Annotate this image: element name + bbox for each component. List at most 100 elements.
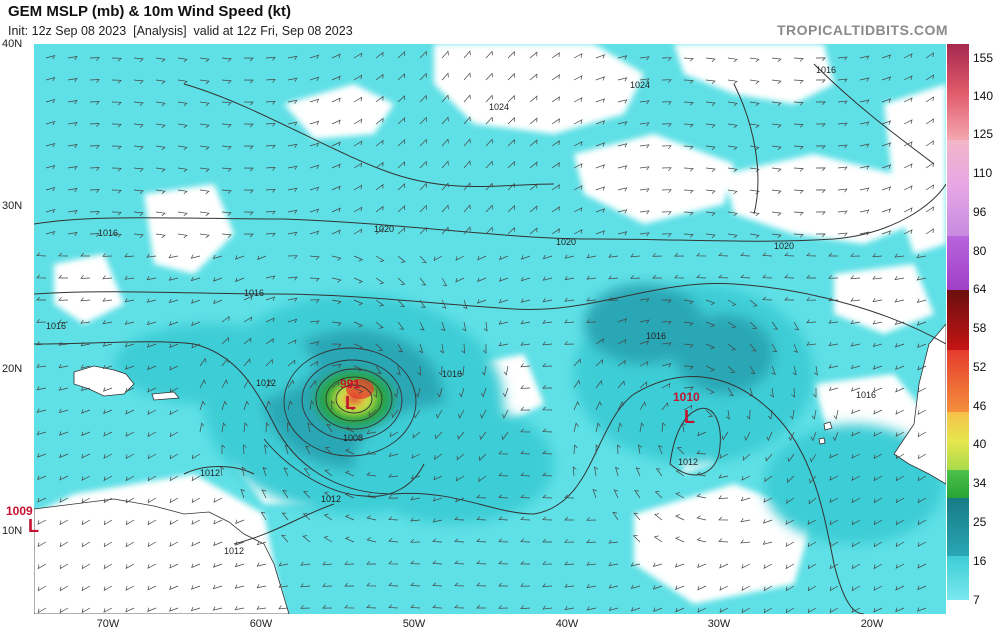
wind-barb xyxy=(147,563,157,569)
wind-barb xyxy=(397,73,406,81)
wind-barb xyxy=(917,453,927,460)
wind-barb xyxy=(617,380,625,389)
wind-barb xyxy=(287,255,298,260)
wind-barb xyxy=(573,444,578,455)
wind-barb xyxy=(595,444,600,455)
wind-barb xyxy=(89,233,100,237)
wind-barb xyxy=(410,604,421,609)
wind-barb xyxy=(895,563,905,569)
wind-barb xyxy=(366,450,377,455)
wind-barb xyxy=(833,409,839,420)
wind-barb xyxy=(265,317,275,323)
hurricane-core xyxy=(308,365,400,433)
wind-barb xyxy=(199,357,207,367)
wind-barb xyxy=(366,493,377,499)
wind-barb xyxy=(415,387,421,398)
wind-barb xyxy=(740,252,751,257)
wind-barb xyxy=(727,57,738,63)
wind-barb xyxy=(479,431,487,441)
wind-barb xyxy=(499,255,509,261)
wind-barb xyxy=(331,75,341,81)
wind-barb xyxy=(639,319,650,324)
wind-barb xyxy=(925,118,934,125)
wind-barb xyxy=(397,227,406,235)
wind-barb xyxy=(111,233,122,238)
wind-barb xyxy=(916,321,927,326)
wind-barb xyxy=(389,431,399,438)
wind-barb xyxy=(80,386,91,392)
wind-barb xyxy=(793,167,804,172)
lon-label-50w: 50W xyxy=(402,618,426,630)
wind-barb xyxy=(177,101,188,107)
wind-barb xyxy=(243,379,251,389)
wind-barb xyxy=(309,277,320,282)
wind-barb xyxy=(529,51,538,59)
wind-barb xyxy=(903,207,913,213)
wind-barb xyxy=(617,99,628,104)
wind-barb xyxy=(806,274,816,279)
wind-barb xyxy=(630,253,641,258)
wind-barb xyxy=(388,516,399,521)
wind-barb xyxy=(740,274,751,279)
wind-barb xyxy=(146,276,157,281)
wind-barb xyxy=(89,145,100,149)
colorbar-label-155: 155 xyxy=(973,51,994,65)
wind-barb xyxy=(815,233,826,238)
wind-barb xyxy=(894,320,905,326)
wind-barb xyxy=(147,431,157,438)
wind-barb xyxy=(573,53,583,59)
wind-barb xyxy=(331,277,342,283)
wind-barb xyxy=(859,143,870,148)
isobar-label: 1016 xyxy=(856,390,876,400)
wind-barb xyxy=(551,206,560,213)
wind-barb xyxy=(45,186,56,192)
wind-barb xyxy=(661,189,672,194)
wind-barb xyxy=(287,55,298,60)
wind-barb xyxy=(441,182,449,191)
wind-barb xyxy=(872,275,883,280)
wind-barb xyxy=(837,144,848,149)
wind-barb xyxy=(573,229,583,235)
wind-barb xyxy=(785,585,795,592)
wind-barb xyxy=(705,145,716,150)
wind-barb xyxy=(80,319,91,324)
wind-barb xyxy=(309,54,320,60)
wind-barb xyxy=(37,541,47,548)
wind-barb xyxy=(413,409,421,419)
wind-barb xyxy=(850,275,861,280)
wind-barb xyxy=(147,519,157,526)
wind-barb xyxy=(719,563,729,569)
wind-barb xyxy=(265,166,276,171)
wind-barb xyxy=(520,560,530,565)
wind-barb xyxy=(300,561,311,566)
wind-barb xyxy=(697,585,707,591)
wind-barb xyxy=(433,475,443,481)
isobar-label: 1016 xyxy=(442,369,462,379)
wind-barb xyxy=(177,123,188,129)
wind-barb xyxy=(683,211,694,216)
wind-barb xyxy=(265,296,276,301)
isobar-label: 1016 xyxy=(46,321,66,331)
wind-barb xyxy=(221,336,229,345)
wind-barb xyxy=(652,274,663,279)
wind-barb xyxy=(529,205,538,213)
wind-barb xyxy=(718,495,729,500)
isobar-label: 1020 xyxy=(556,237,576,247)
isobar-label: 1016 xyxy=(816,65,836,75)
wind-barb xyxy=(331,381,340,389)
wind-barb xyxy=(81,431,91,437)
wind-barb xyxy=(478,475,487,483)
wind-barb xyxy=(331,119,341,125)
wind-barb xyxy=(520,341,531,346)
wind-barb xyxy=(477,299,487,304)
wind-barb xyxy=(639,298,650,303)
wind-barb xyxy=(683,101,694,106)
wind-barb xyxy=(260,511,267,521)
wind-barb xyxy=(520,582,531,587)
wind-barb xyxy=(895,409,905,415)
wind-barb xyxy=(705,167,716,172)
wind-barb xyxy=(881,230,892,235)
wind-barb xyxy=(322,583,333,587)
wind-barb xyxy=(727,145,738,151)
wind-barb xyxy=(283,467,289,477)
